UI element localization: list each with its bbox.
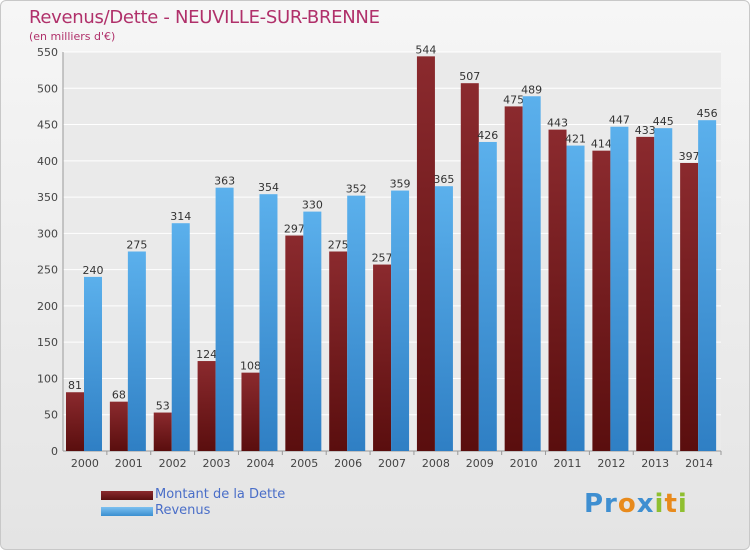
data-label-debt: 53: [156, 400, 170, 413]
x-tick-label: 2005: [290, 457, 318, 470]
data-label-debt: 275: [328, 239, 349, 252]
data-label-revenue: 354: [258, 181, 279, 194]
data-label-revenue: 330: [302, 199, 323, 212]
y-tick-label: 250: [37, 264, 58, 277]
bar-debt: [504, 106, 523, 451]
bar-debt: [197, 361, 216, 451]
data-label-debt: 475: [503, 93, 524, 106]
data-label-revenue: 489: [521, 83, 542, 96]
bar-debt: [416, 56, 435, 452]
data-label-debt: 81: [68, 379, 82, 392]
y-tick-label: 300: [37, 227, 58, 240]
bar-revenue: [171, 223, 190, 451]
data-label-debt: 124: [196, 348, 217, 361]
y-tick-label: 500: [37, 82, 58, 95]
bar-revenue: [478, 141, 497, 451]
bar-revenue: [522, 96, 541, 452]
y-tick-label: 100: [37, 372, 58, 385]
bar-debt: [548, 129, 567, 451]
data-label-debt: 68: [112, 389, 126, 402]
data-label-revenue: 456: [697, 107, 718, 120]
proxiti-logo: Proxiti: [584, 489, 688, 519]
x-tick-label: 2008: [422, 457, 450, 470]
data-label-revenue: 352: [346, 183, 367, 196]
legend-label-revenue: Revenus: [155, 503, 211, 518]
data-label-revenue: 363: [214, 175, 235, 188]
y-tick-label: 200: [37, 300, 58, 313]
bar-revenue: [303, 211, 322, 451]
legend-swatch-debt: [101, 491, 153, 500]
legend-swatch-revenue: [101, 507, 153, 516]
y-tick-label: 450: [37, 119, 58, 132]
data-label-debt: 257: [372, 252, 393, 265]
bar-debt: [285, 235, 304, 451]
x-tick-label: 2011: [553, 457, 581, 470]
data-label-debt: 108: [240, 360, 261, 373]
data-label-revenue: 314: [170, 210, 191, 223]
bar-revenue: [347, 195, 366, 451]
x-tick-label: 2007: [378, 457, 406, 470]
x-tick-label: 2000: [71, 457, 99, 470]
x-tick-label: 2014: [685, 457, 713, 470]
data-label-debt: 414: [591, 138, 612, 151]
bar-debt: [241, 372, 260, 451]
bar-revenue: [259, 194, 278, 451]
x-tick-label: 2010: [510, 457, 538, 470]
data-label-debt: 297: [284, 223, 305, 236]
data-label-debt: 397: [679, 150, 700, 163]
y-tick-label: 550: [37, 46, 58, 59]
y-tick-label: 50: [44, 409, 58, 422]
bar-debt: [460, 83, 479, 451]
bar-debt: [680, 162, 699, 451]
data-label-revenue: 445: [653, 115, 674, 128]
y-tick-label: 0: [51, 445, 58, 458]
data-label-revenue: 359: [390, 178, 411, 191]
y-tick-label: 150: [37, 336, 58, 349]
data-label-revenue: 240: [83, 264, 104, 277]
bar-revenue: [610, 126, 629, 452]
data-label-revenue: 365: [433, 173, 454, 186]
data-label-debt: 544: [415, 43, 436, 56]
bar-debt: [636, 136, 655, 452]
bar-revenue: [391, 190, 410, 451]
x-tick-label: 2006: [334, 457, 362, 470]
data-label-debt: 433: [635, 124, 656, 137]
chart-title: Revenus/Dette - NEUVILLE-SUR-BRENNE: [29, 7, 380, 28]
bar-debt: [66, 392, 84, 451]
legend-label-debt: Montant de la Dette: [155, 487, 286, 502]
x-tick-label: 2012: [597, 457, 625, 470]
bar-revenue: [434, 186, 453, 451]
data-label-revenue: 275: [126, 239, 147, 252]
data-label-debt: 443: [547, 117, 568, 130]
bar-revenue: [654, 128, 673, 451]
x-tick-label: 2013: [641, 457, 669, 470]
bar-debt: [373, 264, 392, 451]
x-tick-label: 2001: [115, 457, 143, 470]
data-label-debt: 507: [459, 70, 480, 83]
bar-debt: [592, 150, 611, 452]
bar-debt: [329, 251, 348, 451]
bar-debt: [109, 401, 128, 451]
bar-revenue: [566, 145, 585, 452]
bar-revenue: [127, 251, 146, 451]
x-tick-label: 2009: [466, 457, 494, 470]
bar-debt: [153, 412, 172, 451]
x-tick-label: 2004: [246, 457, 274, 470]
bar-revenue: [84, 276, 102, 451]
chart-subtitle: (en milliers d'€): [29, 30, 116, 43]
x-tick-label: 2002: [159, 457, 187, 470]
data-label-revenue: 421: [565, 133, 586, 146]
y-tick-label: 350: [37, 191, 58, 204]
bar-revenue: [215, 187, 234, 451]
y-tick-label: 400: [37, 155, 58, 168]
bar-revenue: [698, 120, 717, 452]
data-label-revenue: 426: [477, 129, 498, 142]
x-tick-label: 2003: [203, 457, 231, 470]
data-label-revenue: 447: [609, 114, 630, 127]
